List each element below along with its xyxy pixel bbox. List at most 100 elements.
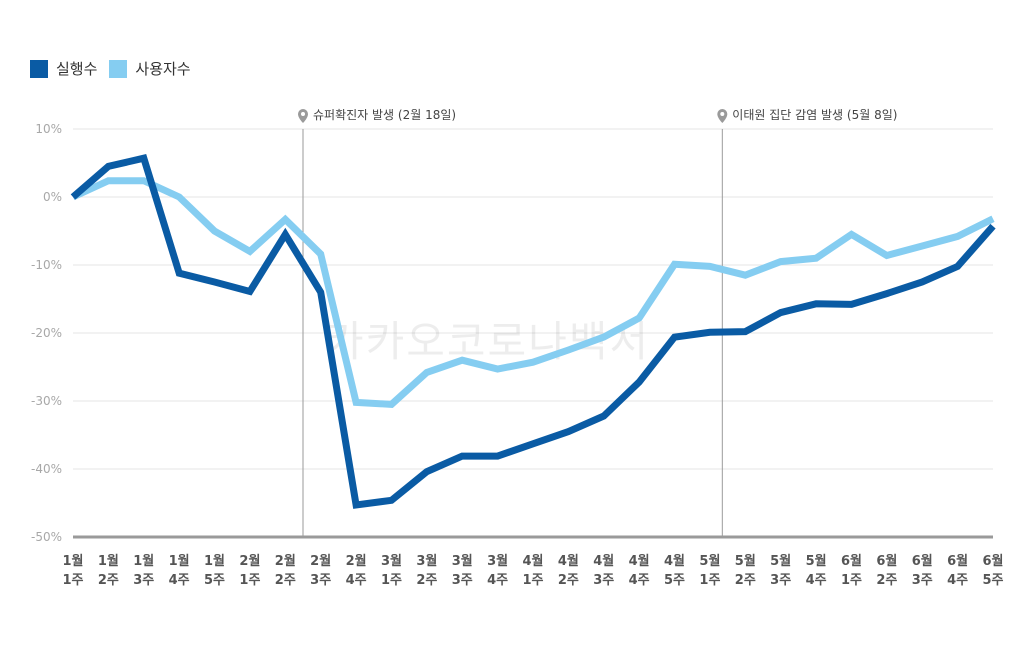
x-tick-week: 4주: [169, 573, 190, 588]
x-tick-month: 6월: [841, 553, 862, 569]
x-tick-week: 3주: [310, 573, 331, 588]
series-line-users: [71, 177, 995, 408]
x-tick-month: 5월: [806, 553, 827, 569]
x-tick-month: 1월: [98, 553, 119, 569]
x-tick-week: 2주: [275, 573, 296, 588]
x-tick-month: 1월: [204, 553, 225, 569]
x-tick-month: 6월: [982, 553, 1003, 569]
x-tick-week: 1주: [62, 573, 83, 588]
x-tick-month: 5월: [770, 553, 791, 569]
x-tick-week: 3주: [593, 573, 614, 588]
x-tick-month: 2월: [239, 553, 260, 569]
x-tick-week: 3주: [452, 573, 473, 588]
x-tick-week: 4주: [629, 573, 650, 588]
y-tick-label: -30%: [31, 394, 62, 408]
x-tick-month: 4월: [522, 553, 543, 569]
x-tick-week: 1주: [841, 573, 862, 588]
x-tick-month: 2월: [310, 553, 331, 569]
x-tick-week: 3주: [770, 573, 791, 588]
legend-item-users: 사용자수: [109, 58, 191, 79]
x-tick-week: 5주: [204, 573, 225, 588]
x-tick-week: 2주: [558, 573, 579, 588]
x-tick-week: 3주: [133, 573, 154, 588]
legend-label-executions: 실행수: [56, 60, 98, 78]
x-tick-month: 1월: [62, 553, 83, 569]
x-tick-week: 3주: [912, 573, 933, 588]
series-lines: [70, 154, 996, 509]
x-tick-month: 3월: [452, 553, 473, 569]
x-tick-week: 5주: [664, 573, 685, 588]
y-tick-label: -50%: [31, 530, 62, 544]
x-tick-month: 6월: [912, 553, 933, 569]
legend: 실행수 사용자수: [30, 58, 203, 79]
event-label: 이태원 집단 감염 발생 (5월 8일): [732, 108, 897, 122]
y-tick-label: -40%: [31, 462, 62, 476]
x-tick-month: 2월: [346, 553, 367, 569]
x-tick-week: 4주: [947, 573, 968, 588]
x-tick-week: 4주: [487, 573, 508, 588]
x-tick-week: 1주: [239, 573, 260, 588]
x-tick-week: 1주: [381, 573, 402, 588]
legend-swatch-executions: [30, 59, 48, 78]
y-tick-label: -20%: [31, 326, 62, 340]
x-tick-month: 4월: [558, 553, 579, 569]
legend-label-users: 사용자수: [135, 60, 191, 78]
x-tick-week: 2주: [98, 573, 119, 588]
location-pin-icon: [717, 109, 728, 123]
legend-swatch-users: [109, 59, 128, 78]
y-tick-label: 10%: [35, 122, 62, 136]
x-tick-month: 4월: [593, 553, 614, 569]
x-tick-month: 6월: [947, 553, 968, 569]
y-tick-label: 0%: [43, 190, 62, 204]
x-tick-month: 5월: [735, 553, 756, 569]
x-tick-week: 4주: [806, 573, 827, 588]
x-tick-month: 2월: [275, 553, 296, 569]
legend-item-executions: 실행수: [30, 58, 97, 79]
x-tick-week: 4주: [346, 573, 367, 588]
series-line-executions: [70, 154, 996, 509]
x-tick-month: 5월: [699, 553, 720, 569]
x-tick-month: 3월: [381, 553, 402, 569]
x-tick-month: 4월: [629, 553, 650, 569]
x-tick-week: 1주: [522, 573, 543, 588]
x-tick-month: 1월: [169, 553, 190, 569]
x-tick-month: 3월: [487, 553, 508, 569]
x-tick-week: 2주: [876, 573, 897, 588]
y-tick-label: -10%: [31, 258, 62, 272]
event-label: 슈퍼확진자 발생 (2월 18일): [313, 108, 456, 122]
x-tick-week: 1주: [699, 573, 720, 588]
x-tick-week: 5주: [982, 573, 1003, 588]
x-tick-month: 1월: [133, 553, 154, 569]
grid: [73, 128, 993, 470]
x-tick-week: 2주: [735, 573, 756, 588]
x-tick-month: 6월: [876, 553, 897, 569]
location-pin-icon: [298, 109, 308, 123]
